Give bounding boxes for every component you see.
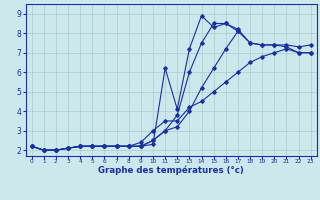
X-axis label: Graphe des températures (°c): Graphe des températures (°c) (98, 166, 244, 175)
